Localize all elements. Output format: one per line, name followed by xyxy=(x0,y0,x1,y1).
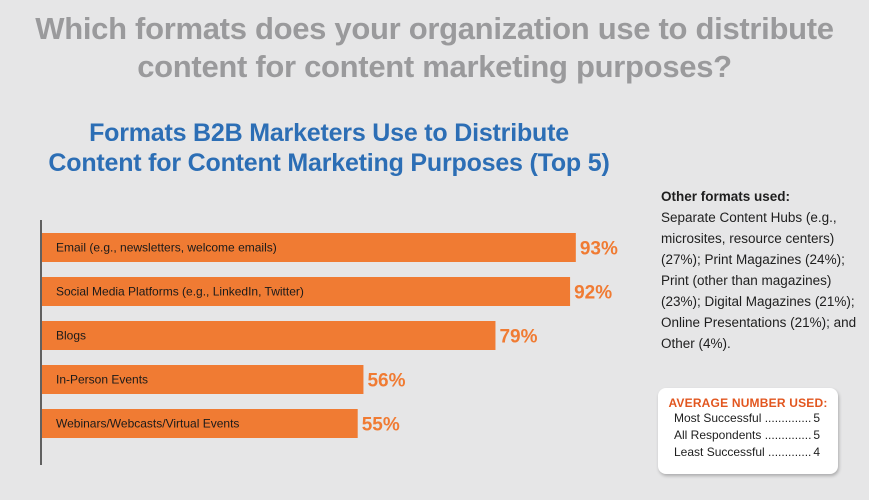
category-label: In-Person Events xyxy=(56,373,148,387)
average-row-most-successful: Most Successful ........................… xyxy=(658,410,838,427)
average-row-value: 4 xyxy=(813,445,820,459)
other-formats-text: Separate Content Hubs (e.g., microsites,… xyxy=(661,210,857,351)
average-row-all-respondents: All Respondents ........................… xyxy=(658,427,838,444)
average-row-value: 5 xyxy=(813,428,820,442)
average-row-value: 5 xyxy=(813,411,820,425)
value-label: 56% xyxy=(367,371,405,392)
bar xyxy=(42,277,571,306)
average-row-least-successful: Least Successful .......................… xyxy=(658,444,838,461)
other-formats-panel: Other formats used: Separate Content Hub… xyxy=(661,186,861,354)
value-label: 93% xyxy=(580,239,618,260)
average-number-title: AVERAGE NUMBER USED: xyxy=(668,396,828,410)
average-number-box: AVERAGE NUMBER USED: Most Successful ...… xyxy=(658,388,838,474)
value-label: 55% xyxy=(362,415,400,436)
leader-dots: ..................................... xyxy=(764,428,812,442)
survey-question: Which formats does your organization use… xyxy=(35,11,834,84)
bar xyxy=(42,365,364,394)
value-label: 92% xyxy=(574,283,612,304)
bar xyxy=(42,233,576,262)
category-label: Social Media Platforms (e.g., LinkedIn, … xyxy=(56,285,304,299)
other-formats-heading: Other formats used: xyxy=(661,189,791,204)
value-label: 79% xyxy=(499,327,537,348)
category-label: Email (e.g., newsletters, welcome emails… xyxy=(56,241,277,255)
leader-dots: ..................................... xyxy=(764,411,812,425)
average-row-label: Least Successful xyxy=(674,445,765,459)
leader-dots: ..................................... xyxy=(768,445,812,459)
average-row-label: Most Successful xyxy=(674,411,762,425)
bar xyxy=(42,409,358,438)
bar xyxy=(42,321,496,350)
category-label: Webinars/Webcasts/Virtual Events xyxy=(56,417,239,431)
chart-title: Formats B2B Marketers Use to Distribute … xyxy=(48,119,610,177)
average-row-label: All Respondents xyxy=(674,428,762,442)
category-label: Blogs xyxy=(56,329,86,343)
